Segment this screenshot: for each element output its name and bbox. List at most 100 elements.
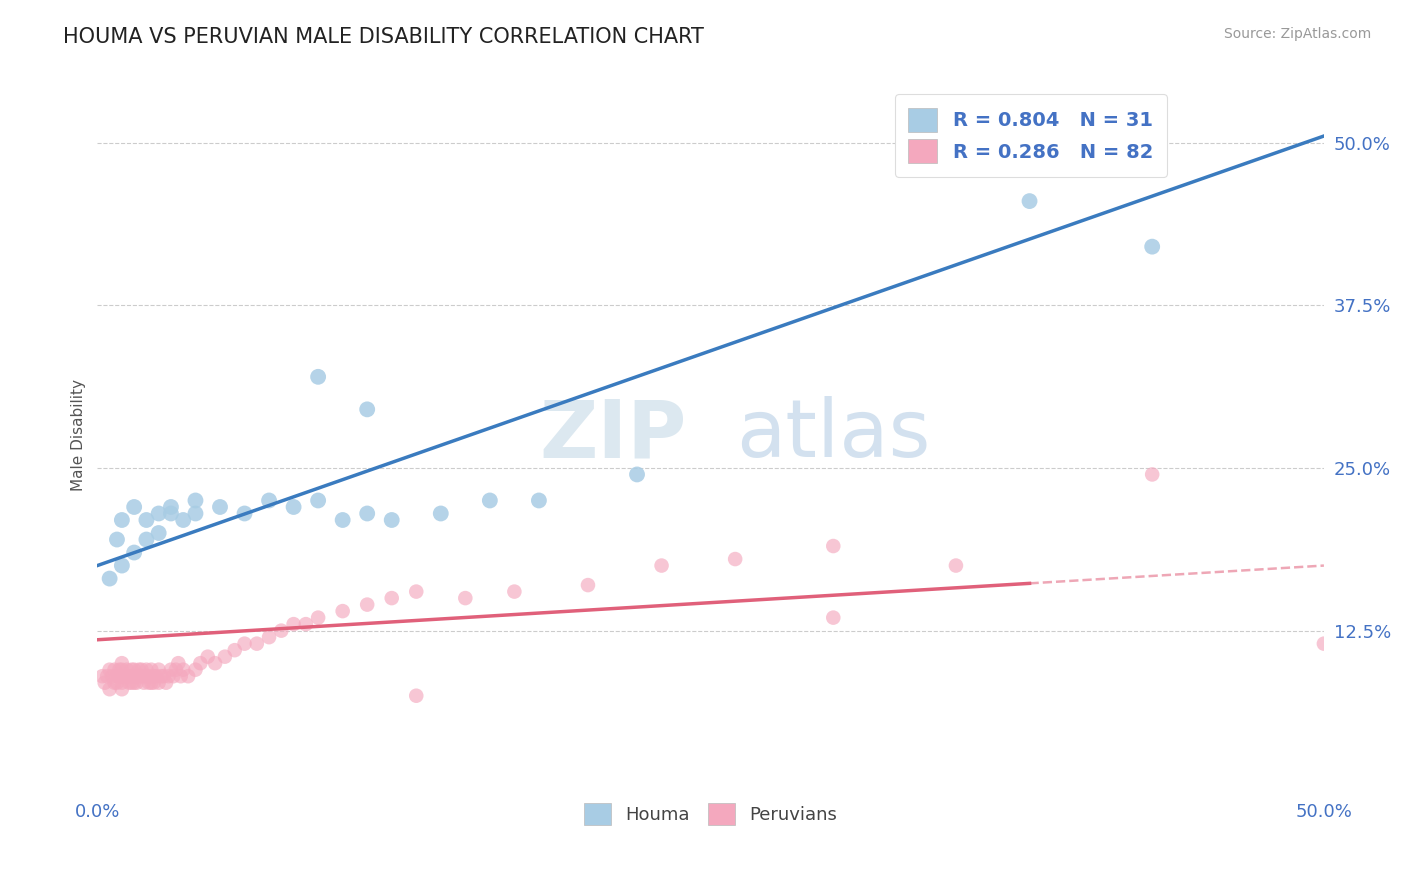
Point bbox=[307, 610, 329, 624]
Point bbox=[152, 669, 174, 683]
Point bbox=[122, 663, 145, 677]
Point bbox=[204, 656, 226, 670]
Point bbox=[141, 663, 163, 677]
Point bbox=[98, 682, 121, 697]
Point bbox=[111, 682, 134, 697]
Point bbox=[148, 507, 170, 521]
Point bbox=[823, 610, 845, 624]
Point bbox=[527, 493, 550, 508]
Point bbox=[135, 533, 157, 547]
Point bbox=[283, 617, 305, 632]
Point bbox=[356, 598, 378, 612]
Point bbox=[132, 669, 155, 683]
Point bbox=[160, 507, 183, 521]
Point bbox=[208, 500, 231, 514]
Point bbox=[172, 663, 194, 677]
Point bbox=[111, 663, 134, 677]
Point bbox=[125, 675, 148, 690]
Point bbox=[332, 604, 354, 618]
Point bbox=[184, 663, 207, 677]
Point bbox=[405, 689, 427, 703]
Point bbox=[135, 669, 157, 683]
Point bbox=[125, 669, 148, 683]
Point bbox=[576, 578, 599, 592]
Point bbox=[122, 675, 145, 690]
Point bbox=[150, 669, 173, 683]
Point bbox=[105, 675, 128, 690]
Point bbox=[128, 669, 150, 683]
Point bbox=[1313, 637, 1336, 651]
Text: Source: ZipAtlas.com: Source: ZipAtlas.com bbox=[1223, 27, 1371, 41]
Point bbox=[96, 669, 118, 683]
Point bbox=[177, 669, 200, 683]
Point bbox=[135, 513, 157, 527]
Point bbox=[122, 500, 145, 514]
Point bbox=[270, 624, 292, 638]
Point bbox=[257, 630, 280, 644]
Point bbox=[170, 669, 193, 683]
Point bbox=[118, 669, 141, 683]
Point bbox=[105, 533, 128, 547]
Point bbox=[167, 656, 190, 670]
Point bbox=[118, 675, 141, 690]
Point bbox=[98, 572, 121, 586]
Point bbox=[111, 675, 134, 690]
Point bbox=[142, 675, 165, 690]
Point bbox=[823, 539, 845, 553]
Point bbox=[1140, 240, 1163, 254]
Point bbox=[135, 663, 157, 677]
Point bbox=[307, 369, 329, 384]
Point bbox=[108, 663, 131, 677]
Point bbox=[138, 675, 160, 690]
Point bbox=[430, 507, 453, 521]
Point bbox=[93, 675, 115, 690]
Text: ZIP: ZIP bbox=[538, 396, 686, 475]
Point bbox=[111, 513, 134, 527]
Legend: Houma, Peruvians: Houma, Peruvians bbox=[575, 795, 846, 834]
Point bbox=[148, 663, 170, 677]
Point bbox=[101, 669, 124, 683]
Point bbox=[91, 669, 114, 683]
Point bbox=[128, 663, 150, 677]
Point bbox=[141, 675, 163, 690]
Point bbox=[111, 656, 134, 670]
Point bbox=[233, 637, 256, 651]
Point bbox=[145, 669, 167, 683]
Point bbox=[1018, 194, 1040, 208]
Point bbox=[172, 513, 194, 527]
Point bbox=[115, 669, 138, 683]
Point bbox=[162, 669, 184, 683]
Point bbox=[295, 617, 318, 632]
Point bbox=[138, 669, 160, 683]
Point bbox=[132, 675, 155, 690]
Point bbox=[148, 526, 170, 541]
Point bbox=[103, 675, 125, 690]
Point bbox=[197, 649, 219, 664]
Point bbox=[184, 507, 207, 521]
Text: HOUMA VS PERUVIAN MALE DISABILITY CORRELATION CHART: HOUMA VS PERUVIAN MALE DISABILITY CORREL… bbox=[63, 27, 704, 46]
Point bbox=[148, 675, 170, 690]
Point bbox=[142, 669, 165, 683]
Point bbox=[724, 552, 747, 566]
Point bbox=[122, 669, 145, 683]
Point bbox=[626, 467, 648, 482]
Point bbox=[190, 656, 212, 670]
Point bbox=[105, 669, 128, 683]
Point bbox=[111, 558, 134, 573]
Point bbox=[257, 493, 280, 508]
Point bbox=[283, 500, 305, 514]
Point bbox=[131, 669, 153, 683]
Y-axis label: Male Disability: Male Disability bbox=[72, 379, 86, 491]
Point bbox=[224, 643, 246, 657]
Point bbox=[160, 663, 183, 677]
Point bbox=[356, 402, 378, 417]
Point bbox=[381, 513, 404, 527]
Point bbox=[165, 663, 187, 677]
Point bbox=[478, 493, 501, 508]
Point bbox=[98, 663, 121, 677]
Point bbox=[115, 663, 138, 677]
Point bbox=[214, 649, 236, 664]
Text: atlas: atlas bbox=[737, 396, 931, 475]
Point bbox=[233, 507, 256, 521]
Point bbox=[184, 493, 207, 508]
